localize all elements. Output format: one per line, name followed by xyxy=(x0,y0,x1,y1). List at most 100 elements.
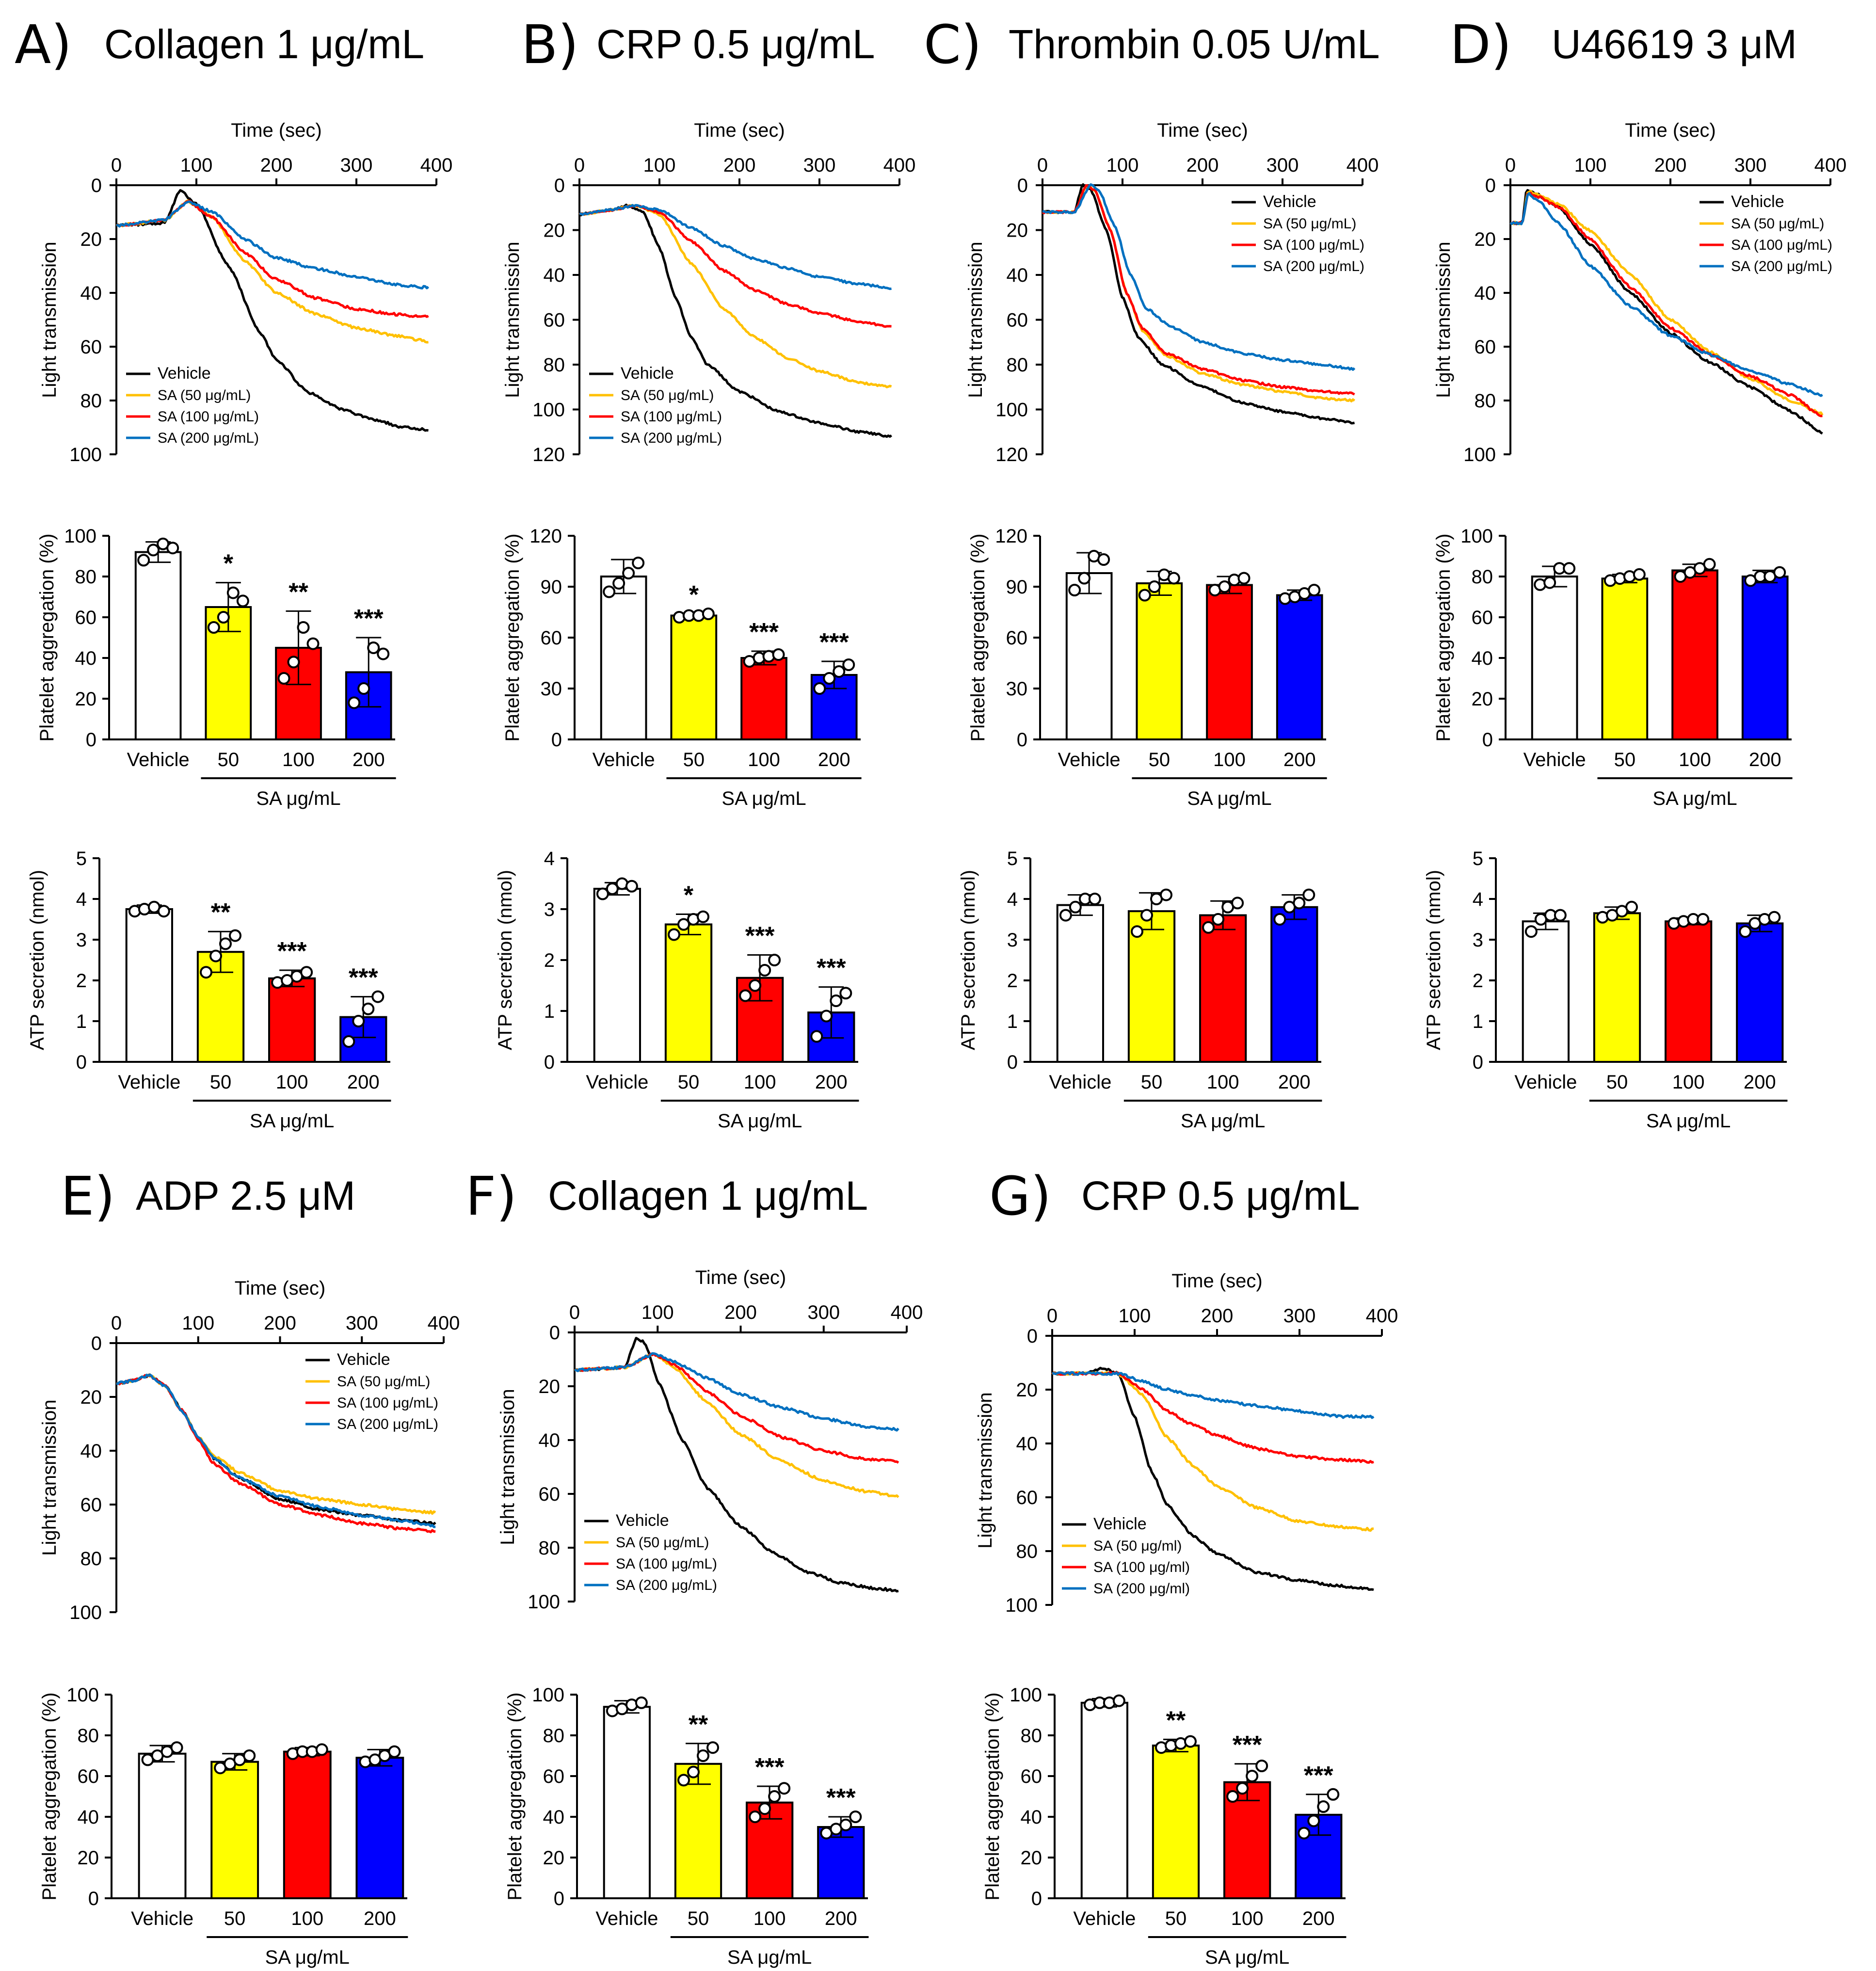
data-point xyxy=(362,1002,375,1015)
bar-200 xyxy=(1270,906,1318,1063)
y-tick-label: 60 xyxy=(543,1766,565,1787)
series-line-sa-1 xyxy=(574,1352,899,1498)
category-label: 200 xyxy=(1283,749,1316,770)
significance-marker: *** xyxy=(755,1753,785,1781)
x-axis-title: Time (sec) xyxy=(235,1278,325,1299)
series-line-sa-3 xyxy=(116,200,430,290)
data-point xyxy=(300,966,313,979)
category-label: 50 xyxy=(210,1072,232,1093)
data-point xyxy=(352,1015,365,1027)
y-tick-label: 80 xyxy=(1021,1725,1042,1747)
y-tick-label: 80 xyxy=(1472,566,1493,588)
data-point xyxy=(287,656,300,669)
category-label: 50 xyxy=(1149,749,1170,770)
category-label: 50 xyxy=(688,1908,709,1929)
x-tick-label: 400 xyxy=(891,1302,923,1323)
data-point xyxy=(1202,921,1215,934)
x-tick-label: 400 xyxy=(1814,155,1847,176)
group-label: SA μg/mL xyxy=(718,1110,802,1132)
y-tick-label: 0 xyxy=(551,729,562,751)
significance-marker: ** xyxy=(689,1711,708,1739)
panel-title: CRP 0.5 μg/mL xyxy=(596,21,875,67)
data-point xyxy=(839,987,852,1000)
y-axis-title: Platelet aggregation (%) xyxy=(982,1692,1003,1900)
data-point xyxy=(226,586,240,599)
y-tick-label: 4 xyxy=(1473,889,1483,910)
y-tick-label: 40 xyxy=(1472,648,1493,669)
data-point xyxy=(1140,909,1153,922)
y-tick-label: 60 xyxy=(75,607,97,628)
legend-label: SA (100 μg/mL) xyxy=(621,409,722,425)
x-axis-title: Time (sec) xyxy=(1157,120,1248,141)
y-tick-label: 100 xyxy=(1460,526,1493,547)
bar-chart-C-atp: 0 1 2 3 4 5 ATP secretion (nmol) Vehicle 50 100 20… xyxy=(958,848,1322,1132)
x-axis-title: Time (sec) xyxy=(694,120,785,141)
y-axis-title: Platelet aggregation (%) xyxy=(1433,533,1454,741)
bar-200 xyxy=(1736,922,1784,1063)
legend-label: SA (200 μg/ml) xyxy=(1093,1581,1190,1597)
y-tick-label: 2 xyxy=(1007,970,1018,992)
panel-title: Thrombin 0.05 U/mL xyxy=(1009,21,1380,67)
x-tick-label: 200 xyxy=(1654,155,1687,176)
y-tick-label: 80 xyxy=(539,1538,561,1559)
bar-50 xyxy=(670,614,718,740)
y-tick-label: 20 xyxy=(1016,1379,1038,1401)
x-tick-label: 100 xyxy=(1106,155,1139,176)
y-tick-label: 40 xyxy=(1016,1433,1038,1455)
data-point xyxy=(1212,913,1225,926)
significance-marker: *** xyxy=(826,1784,856,1812)
bar-50 xyxy=(210,1761,259,1900)
x-tick-label: 300 xyxy=(340,155,373,176)
data-point xyxy=(1131,925,1143,938)
bar-vehicle xyxy=(603,1706,651,1899)
series-line-vehicle-0 xyxy=(574,1337,899,1593)
x-tick-label: 100 xyxy=(1119,1305,1151,1327)
category-label: 200 xyxy=(1744,1072,1776,1093)
y-tick-label: 90 xyxy=(541,577,562,598)
bar-200 xyxy=(1741,576,1789,740)
y-tick-label: 20 xyxy=(80,229,102,250)
series-line-sa-3 xyxy=(116,1374,436,1528)
panel-title: Collagen 1 μg/mL xyxy=(548,1173,868,1218)
category-label: 50 xyxy=(1614,749,1636,770)
legend-label: SA (200 μg/mL) xyxy=(1263,258,1364,274)
y-tick-label: 20 xyxy=(1007,220,1028,241)
legend-label: SA (50 μg/ml) xyxy=(1093,1538,1182,1554)
data-point xyxy=(1273,913,1286,926)
data-point xyxy=(219,937,232,950)
y-tick-label: 100 xyxy=(532,1684,564,1706)
bar-vehicle xyxy=(138,1752,187,1900)
bar-50 xyxy=(1136,582,1183,740)
data-point xyxy=(810,1030,823,1043)
y-tick-label: 100 xyxy=(532,400,565,421)
x-tick-label: 100 xyxy=(643,155,676,176)
significance-marker: * xyxy=(689,581,699,609)
y-tick-label: 40 xyxy=(1007,265,1028,286)
legend-label: Vehicle xyxy=(337,1350,390,1369)
y-tick-label: 20 xyxy=(1021,1847,1042,1869)
x-tick-label: 0 xyxy=(569,1302,580,1323)
y-axis-title: ATP secretion (nmol) xyxy=(1423,870,1444,1050)
data-point xyxy=(687,1765,700,1779)
data-point xyxy=(596,887,609,900)
y-tick-label: 40 xyxy=(544,265,565,286)
significance-marker: *** xyxy=(745,922,775,950)
group-label: SA μg/mL xyxy=(722,788,806,809)
y-tick-label: 0 xyxy=(1007,1052,1018,1073)
panel-title: CRP 0.5 μg/mL xyxy=(1081,1173,1360,1218)
category-label: 200 xyxy=(347,1072,380,1093)
category-label: 50 xyxy=(224,1908,246,1929)
data-point xyxy=(207,621,220,634)
data-point xyxy=(1097,553,1110,566)
y-tick-label: 20 xyxy=(75,689,97,710)
data-point xyxy=(758,964,771,977)
category-label: 100 xyxy=(1207,1072,1239,1093)
data-point xyxy=(1633,568,1646,581)
y-tick-label: 100 xyxy=(1005,1595,1038,1616)
panel-letter: D) xyxy=(1450,14,1512,76)
bar-vehicle xyxy=(593,888,641,1063)
y-tick-label: 40 xyxy=(80,1441,102,1462)
y-tick-label: 60 xyxy=(1021,1766,1042,1787)
y-tick-label: 60 xyxy=(1016,1487,1038,1508)
